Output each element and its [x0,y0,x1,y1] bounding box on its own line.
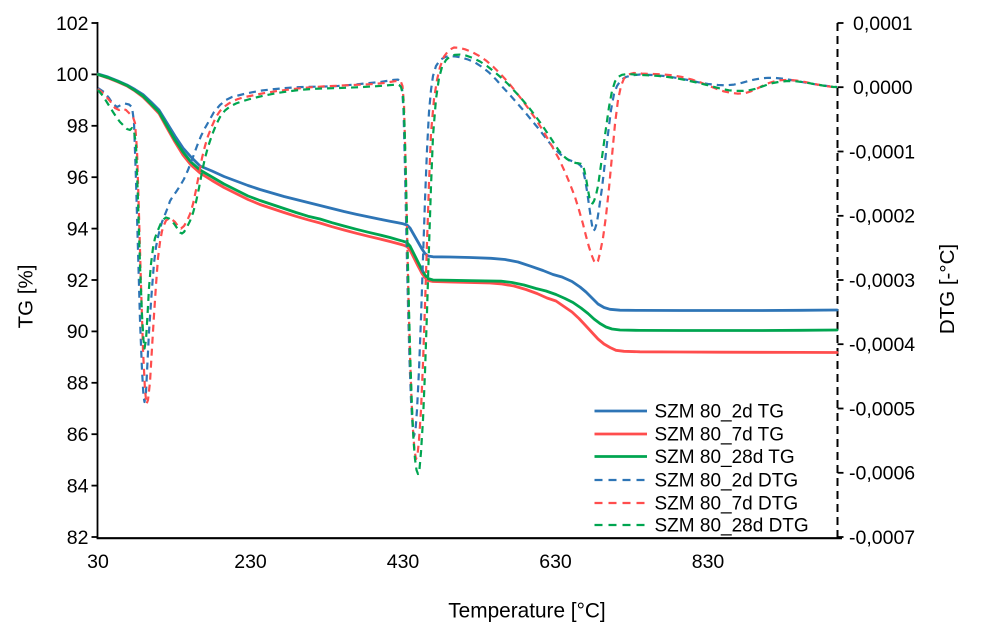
svg-text:92: 92 [67,270,89,292]
svg-text:-0,0002: -0,0002 [849,206,915,228]
svg-text:102: 102 [56,13,89,35]
svg-text:84: 84 [67,475,89,497]
svg-text:0,0001: 0,0001 [853,13,913,35]
svg-text:0,0000: 0,0000 [853,77,913,99]
svg-text:96: 96 [67,167,89,189]
svg-text:-0,0006: -0,0006 [849,463,915,485]
svg-text:94: 94 [67,218,89,240]
svg-text:SZM 80_2d DTG: SZM 80_2d DTG [655,471,799,492]
svg-text:430: 430 [387,551,420,573]
svg-text:230: 230 [234,551,267,573]
svg-text:TG [%]: TG [%] [15,265,38,329]
svg-text:DTG [-°C]: DTG [-°C] [936,244,959,334]
svg-text:98: 98 [67,116,89,138]
svg-text:90: 90 [67,321,89,343]
svg-text:-0,0003: -0,0003 [849,270,915,292]
svg-text:-0,0004: -0,0004 [849,334,915,356]
svg-text:88: 88 [67,373,89,395]
svg-text:830: 830 [692,551,725,573]
svg-text:86: 86 [67,424,89,446]
svg-text:SZM 80_2d TG: SZM 80_2d TG [655,402,785,423]
svg-text:SZM 80_7d TG: SZM 80_7d TG [655,425,785,446]
svg-text:-0,0001: -0,0001 [849,141,915,163]
svg-text:SZM 80_28d TG: SZM 80_28d TG [655,447,795,468]
svg-text:SZM 80_7d DTG: SZM 80_7d DTG [655,494,799,515]
svg-text:30: 30 [87,551,109,573]
svg-text:Temperature [°C]: Temperature [°C] [448,600,605,623]
svg-text:100: 100 [56,64,89,86]
svg-text:630: 630 [539,551,572,573]
svg-text:-0,0005: -0,0005 [849,398,915,420]
svg-text:82: 82 [67,527,89,549]
svg-text:SZM 80_28d DTG: SZM 80_28d DTG [655,516,809,537]
svg-text:-0,0007: -0,0007 [849,527,915,549]
